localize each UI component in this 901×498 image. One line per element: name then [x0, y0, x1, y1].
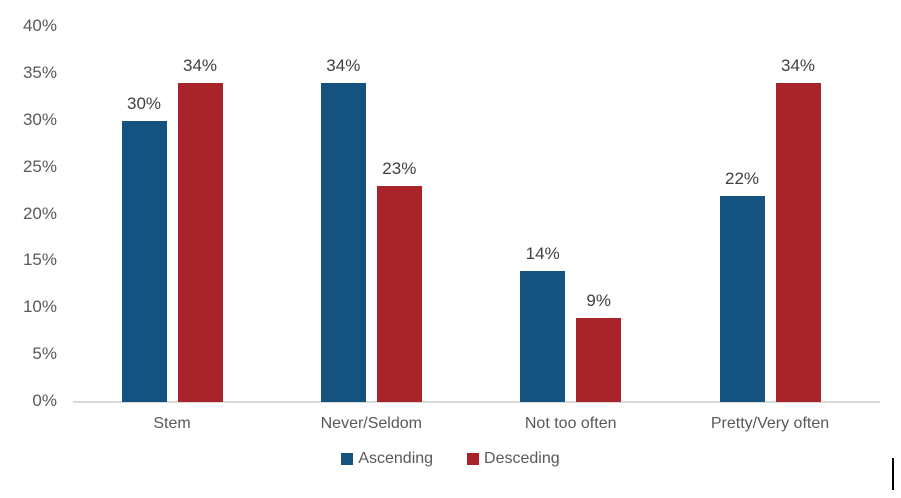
legend-item-ascending: Ascending — [341, 450, 433, 468]
data-label: 14% — [525, 243, 560, 263]
category-label: Not too often — [524, 415, 617, 432]
legend-swatch-icon — [467, 453, 480, 465]
data-label: 34% — [326, 56, 361, 76]
legend-label: Desceding — [484, 450, 560, 467]
data-label: 34% — [182, 56, 218, 76]
legend-swatch-icon — [341, 453, 354, 465]
y-tick-label: 0% — [32, 391, 57, 410]
data-label: 22% — [724, 168, 760, 188]
y-tick-label: 20% — [22, 203, 57, 223]
category-label: Pretty/Very often — [710, 415, 830, 432]
y-tick-label: 30% — [22, 109, 57, 129]
data-label: 30% — [126, 93, 162, 113]
bar-ascending-0 — [121, 120, 167, 402]
bar-ascending-1 — [320, 83, 366, 402]
bar-ascending-2 — [520, 270, 566, 402]
data-label: 34% — [780, 56, 816, 76]
bar-desceding-1 — [376, 186, 422, 402]
data-label: 23% — [382, 159, 417, 179]
y-tick-label: 40% — [22, 16, 57, 35]
legend-label: Ascending — [358, 450, 434, 467]
y-tick-label: 10% — [22, 297, 57, 317]
category-label: Never/Seldom — [320, 415, 422, 432]
category-label: Stem — [153, 415, 191, 432]
x-axis-line — [73, 401, 880, 403]
legend-item-desceding: Desceding — [467, 450, 560, 468]
text-cursor-mark — [892, 458, 894, 490]
bar-desceding-0 — [177, 83, 223, 402]
bar-ascending-3 — [719, 195, 765, 402]
bar-desceding-2 — [576, 317, 622, 402]
y-tick-label: 5% — [32, 344, 57, 364]
legend: Ascending Desceding — [0, 450, 901, 468]
y-tick-label: 35% — [22, 62, 57, 82]
bar-desceding-3 — [775, 83, 821, 402]
y-tick-label: 15% — [22, 250, 57, 270]
y-tick-label: 25% — [22, 156, 57, 176]
data-label: 9% — [586, 290, 611, 310]
